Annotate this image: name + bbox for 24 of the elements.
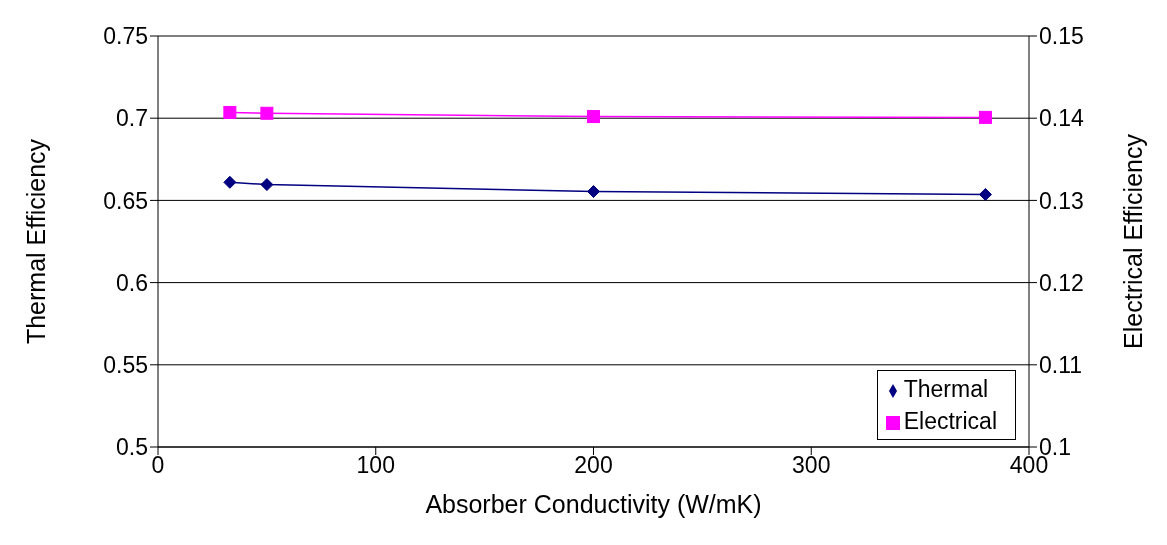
y-tick-label: 0.75 xyxy=(103,23,148,50)
x-tick-label: 0 xyxy=(151,452,165,479)
legend-label: Electrical xyxy=(903,408,997,434)
y2-axis-title: Electrical Efficiency xyxy=(1118,133,1147,349)
legend-label: Thermal xyxy=(903,376,989,402)
y-tick-label: 0.65 xyxy=(103,187,148,214)
x-tick-label: 200 xyxy=(574,452,613,479)
y-tick-label: 0.7 xyxy=(116,105,148,132)
y2-tick-label: 0.11 xyxy=(1039,351,1083,378)
x-axis-title: Absorber Conductivity (W/mK) xyxy=(425,490,762,518)
y2-tick-label: 0.12 xyxy=(1039,269,1084,296)
y-tick-label: 0.5 xyxy=(116,434,148,461)
point xyxy=(223,175,237,189)
x-tick-label: 300 xyxy=(792,452,831,479)
point xyxy=(587,185,600,199)
point xyxy=(978,187,992,201)
y-axis-title: Thermal Efficiency xyxy=(21,138,50,345)
y2-tick-label: 0.15 xyxy=(1039,23,1084,50)
y-tick-label: 0.55 xyxy=(103,351,148,378)
point xyxy=(260,178,274,192)
y2-tick-label: 0.14 xyxy=(1039,105,1084,132)
y-tick-label: 0.6 xyxy=(116,269,148,296)
y2-tick-label: 0.13 xyxy=(1039,187,1084,214)
x-tick-label: 100 xyxy=(356,452,395,479)
